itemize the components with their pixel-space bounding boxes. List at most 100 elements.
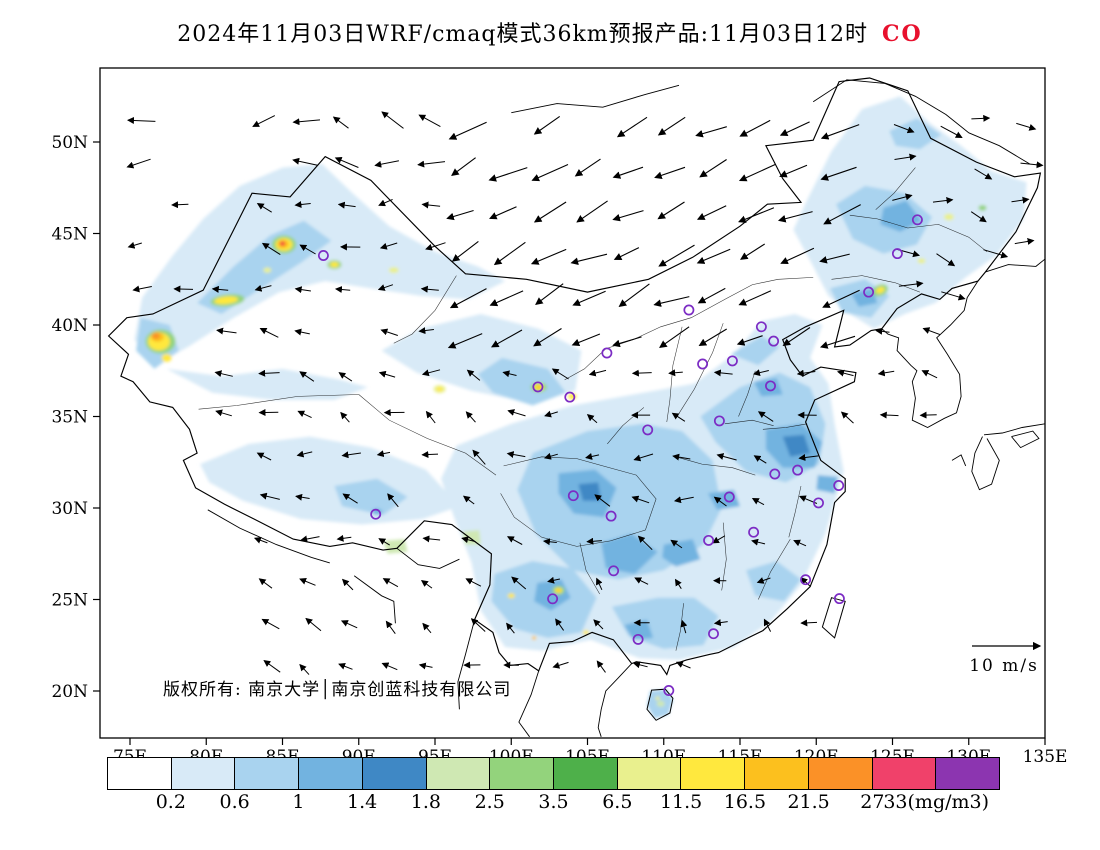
wind-arrow bbox=[796, 369, 816, 377]
wind-arrow bbox=[697, 287, 726, 304]
co-fill-region bbox=[197, 220, 332, 314]
coastline bbox=[396, 547, 460, 569]
co-concentration-fill-layer bbox=[134, 96, 1027, 719]
co-hotspot bbox=[556, 589, 561, 592]
wind-arrow bbox=[675, 661, 691, 669]
wind-arrow bbox=[461, 536, 476, 544]
city-station-marker bbox=[564, 391, 576, 403]
colorbar-cell bbox=[872, 758, 937, 789]
wind-arrow bbox=[211, 285, 229, 293]
wind-arrow bbox=[798, 454, 819, 461]
wind-arrow bbox=[215, 409, 232, 417]
co-fill-region bbox=[753, 378, 783, 397]
wind-arrow bbox=[446, 209, 474, 221]
city-station-marker bbox=[601, 347, 613, 359]
co-hotspot bbox=[161, 353, 172, 362]
province-border bbox=[675, 456, 756, 476]
province-border bbox=[762, 423, 808, 430]
wind-arrow bbox=[300, 535, 320, 543]
wind-arrow bbox=[932, 196, 954, 204]
coastline bbox=[207, 509, 330, 564]
colorbar: 0.2 0.6 1 1.4 1.8 2.5 3.5 6.5 11.5 16.5 21.5 27 33(m… bbox=[107, 757, 1000, 819]
co-hotspot bbox=[978, 205, 987, 211]
wind-arrow bbox=[779, 121, 810, 136]
coastline bbox=[518, 670, 540, 738]
wind-arrow bbox=[637, 535, 653, 551]
city-station-marker bbox=[608, 565, 620, 577]
wind-arrow bbox=[417, 160, 446, 168]
wind-arrow bbox=[736, 335, 763, 346]
wind-arrow bbox=[381, 662, 398, 671]
island-outline bbox=[821, 597, 846, 639]
wind-arrow bbox=[673, 496, 694, 504]
wind-arrow bbox=[418, 327, 434, 335]
wind-arrow bbox=[296, 450, 313, 458]
co-fill-region bbox=[851, 288, 878, 307]
wind-arrow bbox=[574, 158, 601, 177]
wind-arrow bbox=[698, 328, 727, 346]
wind-arrow bbox=[922, 327, 941, 336]
wind-vector-layer bbox=[126, 111, 1044, 675]
colorbar-cell bbox=[235, 758, 300, 789]
wind-arrow bbox=[894, 153, 917, 161]
wind-arrow bbox=[757, 411, 774, 422]
province-border bbox=[738, 370, 756, 417]
city-station-marker bbox=[891, 248, 903, 260]
wind-arrow bbox=[616, 116, 648, 138]
wind-arrow bbox=[465, 411, 476, 423]
province-border bbox=[198, 394, 359, 410]
city-station-marker bbox=[532, 381, 544, 393]
wind-arrow bbox=[674, 578, 682, 589]
colorbar-cell bbox=[617, 758, 682, 789]
province-border bbox=[500, 456, 657, 547]
wind-arrow bbox=[425, 410, 436, 424]
wind-arrow bbox=[425, 242, 446, 251]
co-fill-region bbox=[334, 478, 408, 516]
co-hotspot bbox=[583, 630, 589, 635]
co-fill-region bbox=[880, 200, 922, 232]
china-national-border bbox=[107, 77, 1042, 676]
wind-arrow bbox=[1016, 122, 1037, 131]
wind-arrow bbox=[919, 411, 937, 419]
wind-arrow bbox=[216, 327, 237, 335]
wind-arrow bbox=[378, 198, 393, 207]
lat-tick-label: 35N bbox=[51, 408, 88, 428]
city-station-marker bbox=[863, 286, 875, 298]
wind-arrow bbox=[511, 576, 527, 590]
wind-arrow bbox=[875, 327, 890, 335]
wind-arrow bbox=[793, 539, 807, 547]
city-station-marker bbox=[663, 685, 675, 696]
wind-arrow bbox=[380, 328, 398, 336]
wind-arrow bbox=[420, 285, 439, 293]
city-station-marker bbox=[769, 468, 781, 480]
province-border bbox=[579, 542, 600, 595]
co-fill-region bbox=[708, 489, 740, 510]
wind-arrow bbox=[294, 328, 310, 336]
colorbar-cell bbox=[745, 758, 809, 789]
wind-arrow bbox=[936, 253, 956, 267]
forecast-map: 版权所有: 南京大学│南京创蓝科技有限公司 10 m/s 50N 45N 40N 35… bbox=[51, 67, 1067, 767]
wind-arrow bbox=[763, 618, 772, 632]
colorbar-cell bbox=[490, 758, 555, 789]
wind-arrow bbox=[670, 539, 683, 549]
province-border bbox=[675, 323, 724, 419]
province-border bbox=[875, 167, 916, 210]
colorbar-tick-label: 27 bbox=[860, 791, 885, 813]
wind-arrow bbox=[377, 284, 394, 291]
province-border bbox=[666, 326, 683, 423]
co-fill-region bbox=[383, 539, 408, 554]
city-station-marker bbox=[697, 358, 709, 370]
wind-arrow bbox=[940, 125, 963, 138]
wind-arrow bbox=[716, 453, 737, 461]
wind-arrow bbox=[974, 168, 993, 180]
wind-arrow bbox=[422, 535, 441, 543]
wind-arrow bbox=[612, 336, 642, 348]
wind-arrow bbox=[1014, 238, 1035, 245]
wind-arrow bbox=[653, 296, 690, 307]
wind-arrow bbox=[696, 205, 727, 220]
co-hotspot bbox=[388, 267, 399, 274]
wind-arrow bbox=[382, 578, 399, 588]
wind-arrow bbox=[378, 538, 390, 546]
city-station-marker bbox=[833, 593, 845, 605]
